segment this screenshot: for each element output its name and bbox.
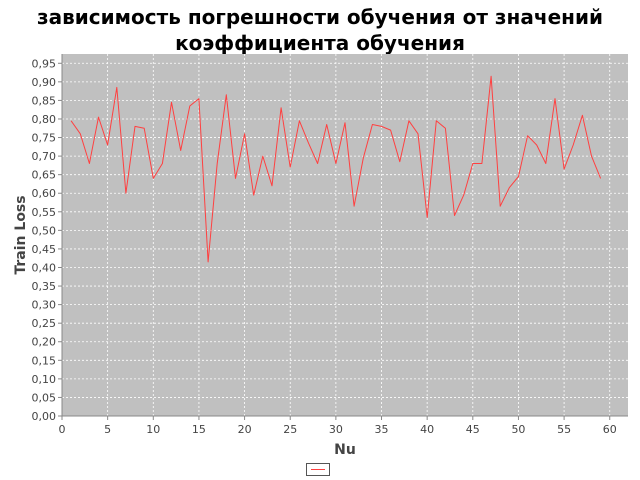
- x-tick-label: 10: [146, 423, 160, 436]
- x-tick-label: 15: [192, 423, 206, 436]
- y-tick-label: 0,70: [32, 150, 57, 163]
- x-tick-label: 35: [375, 423, 389, 436]
- x-tick-label: 60: [603, 423, 617, 436]
- y-tick-label: 0,95: [32, 57, 57, 70]
- y-tick-label: 0,25: [32, 317, 57, 330]
- y-tick-label: 0,55: [32, 206, 57, 219]
- axes: 0,00 0,05 0,10 0,15 0,20 0,25 0,30 0,35 0,40 0,45…: [32, 54, 628, 436]
- y-tick-label: 0,05: [32, 391, 57, 404]
- y-tick-label: 0,80: [32, 113, 57, 126]
- x-tick-label: 20: [238, 423, 252, 436]
- x-axis-title: Nu: [334, 442, 356, 458]
- x-tick-label: 30: [329, 423, 343, 436]
- series-layer: [70, 75, 602, 263]
- plot-area: [62, 54, 628, 416]
- y-tick-label: 0,35: [32, 280, 57, 293]
- grid-lines: [61, 54, 628, 417]
- y-tick-label: 0,15: [32, 354, 57, 367]
- legend-swatch: [306, 463, 330, 476]
- y-tick-label: 0,65: [32, 169, 57, 182]
- y-tick-label: 0,45: [32, 243, 57, 256]
- y-tick-label: 0,40: [32, 261, 57, 274]
- x-tick-label: 40: [420, 423, 434, 436]
- y-tick-label: 0,00: [32, 410, 57, 423]
- x-tick-label: 50: [511, 423, 525, 436]
- y-tick-label: 0,60: [32, 187, 57, 200]
- chart-title: зависимость погрешности обучения от знач…: [0, 4, 640, 56]
- y-tick-label: 0,30: [32, 299, 57, 312]
- chart-title-line-1: зависимость погрешности обучения от знач…: [37, 5, 603, 29]
- x-tick-label: 0: [59, 423, 66, 436]
- y-tick-label: 0,50: [32, 224, 57, 237]
- x-tick-label: 5: [104, 423, 111, 436]
- legend-line: [311, 469, 325, 470]
- y-tick-label: 0,85: [32, 94, 57, 107]
- y-axis-title: Train Loss: [13, 195, 29, 274]
- y-tick-label: 0,10: [32, 373, 57, 386]
- y-tick-label: 0,20: [32, 336, 57, 349]
- series-line: [70, 75, 602, 263]
- y-tick-label: 0,75: [32, 132, 57, 145]
- x-tick-label: 55: [557, 423, 571, 436]
- x-tick-label: 45: [466, 423, 480, 436]
- x-tick-label: 25: [283, 423, 297, 436]
- y-tick-label: 0,90: [32, 76, 57, 89]
- chart-title-line-2: коэффициента обучения: [175, 31, 465, 55]
